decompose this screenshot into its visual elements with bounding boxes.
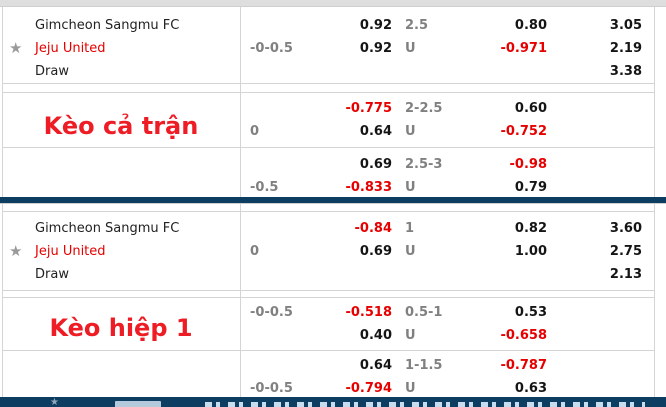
over-under-line: 1-1.5: [405, 358, 443, 373]
one-x-two-odds[interactable]: 2.19: [609, 41, 642, 56]
team-name-away[interactable]: Jeju United: [35, 41, 106, 56]
over-under-odds[interactable]: -0.971: [500, 41, 547, 56]
over-under-odds[interactable]: 1.00: [514, 243, 547, 259]
section-divider-bar: [0, 197, 666, 203]
odds-row: 0 0.64 U -0.752: [2, 120, 655, 143]
over-under-line: 2-2.5: [405, 101, 443, 116]
handicap-odds[interactable]: -0.794: [345, 381, 392, 396]
one-x-two-odds[interactable]: 3.38: [609, 64, 642, 79]
handicap-value: -0.5: [250, 179, 279, 195]
handicap-odds[interactable]: 0.40: [359, 328, 392, 343]
over-under-line: U: [405, 328, 416, 343]
handicap-value: -0-0.5: [250, 381, 293, 396]
odds-group-s1-g2: -0.775 2-2.5 0.60 0 0.64 U -0.752: [2, 92, 655, 148]
handicap-odds[interactable]: 0.92: [359, 18, 392, 33]
handicap-value: 0: [250, 243, 260, 259]
odds-row: Jeju United ★ 0 0.69 U 1.00 2.75: [2, 240, 655, 263]
one-x-two-odds[interactable]: 2.75: [609, 243, 642, 259]
footer-bar: ★: [0, 397, 666, 407]
one-x-two-odds[interactable]: 3.60: [609, 220, 642, 236]
handicap-odds[interactable]: -0.84: [354, 220, 392, 236]
over-under-line: U: [405, 41, 416, 56]
odds-row: -0-0.5 -0.518 0.5-1 0.53: [2, 301, 655, 324]
footer-flag-chip: [115, 401, 161, 407]
team-name-draw[interactable]: Draw: [35, 266, 69, 282]
over-under-odds[interactable]: -0.98: [509, 156, 547, 172]
one-x-two-odds[interactable]: 2.13: [609, 266, 642, 282]
top-strip: [0, 0, 666, 7]
handicap-odds[interactable]: -0.518: [345, 305, 392, 320]
over-under-odds[interactable]: 0.80: [514, 18, 547, 33]
handicap-odds[interactable]: 0.69: [359, 156, 392, 172]
over-under-line: 2.5: [405, 18, 429, 33]
over-under-odds[interactable]: -0.752: [500, 124, 547, 139]
handicap-odds[interactable]: 0.69: [359, 243, 392, 259]
over-under-odds[interactable]: 0.82: [514, 220, 547, 236]
favorite-star-icon[interactable]: ★: [9, 241, 23, 260]
odds-row: Gimcheon Sangmu FC -0.84 1 0.82 3.60: [2, 217, 655, 240]
odds-row: 0.69 2.5-3 -0.98: [2, 153, 655, 176]
over-under-line: 2.5-3: [405, 156, 443, 172]
over-under-line: U: [405, 124, 416, 139]
odds-row: -0.5 -0.833 U 0.79: [2, 176, 655, 199]
over-under-line: 1: [405, 220, 415, 236]
over-under-line: U: [405, 243, 416, 259]
odds-group-s1-g3: 0.69 2.5-3 -0.98 -0.5 -0.833 U 0.79: [2, 148, 655, 204]
odds-row: -0-0.5 -0.794 U 0.63: [2, 377, 655, 400]
odds-table: Gimcheon Sangmu FC 0.92 2.5 0.80 3.05 Jeju Un…: [2, 7, 655, 404]
odds-group-s2-g1: Gimcheon Sangmu FC -0.84 1 0.82 3.60 Jeju Uni…: [2, 211, 655, 291]
footer-star-icon: ★: [50, 397, 59, 407]
handicap-odds[interactable]: 0.92: [359, 41, 392, 56]
handicap-value: -0-0.5: [250, 305, 293, 320]
handicap-odds[interactable]: -0.775: [345, 101, 392, 116]
over-under-odds[interactable]: 0.63: [514, 381, 547, 396]
section-label-first-half: Kèo hiệp 1: [49, 314, 193, 342]
odds-row: 0.40 U -0.658: [2, 324, 655, 347]
team-name-home[interactable]: Gimcheon Sangmu FC: [35, 220, 180, 236]
handicap-value: -0-0.5: [250, 41, 293, 56]
odds-group-s1-g1: Gimcheon Sangmu FC 0.92 2.5 0.80 3.05 Jeju Un…: [2, 14, 655, 84]
odds-row: Draw 3.38: [2, 60, 655, 83]
over-under-odds[interactable]: 0.60: [514, 101, 547, 116]
over-under-odds[interactable]: -0.658: [500, 328, 547, 343]
odds-row: 0.64 1-1.5 -0.787: [2, 354, 655, 377]
handicap-value: 0: [250, 124, 260, 139]
odds-group-s2-g2: -0-0.5 -0.518 0.5-1 0.53 0.40 U -0.658: [2, 297, 655, 351]
footer-clipped-text: [205, 402, 645, 407]
handicap-odds[interactable]: 0.64: [359, 358, 392, 373]
over-under-odds[interactable]: 0.53: [514, 305, 547, 320]
odds-row: Draw 2.13: [2, 263, 655, 286]
odds-row: Gimcheon Sangmu FC 0.92 2.5 0.80 3.05: [2, 14, 655, 37]
one-x-two-odds[interactable]: 3.05: [609, 18, 642, 33]
over-under-odds[interactable]: -0.787: [500, 358, 547, 373]
team-name-draw[interactable]: Draw: [35, 64, 69, 79]
favorite-star-icon[interactable]: ★: [9, 39, 23, 57]
team-name-away[interactable]: Jeju United: [35, 243, 106, 259]
handicap-odds[interactable]: 0.64: [359, 124, 392, 139]
section-label-full-match: Kèo cả trận: [43, 112, 199, 140]
over-under-odds[interactable]: 0.79: [514, 179, 547, 195]
handicap-odds[interactable]: -0.833: [345, 179, 392, 195]
over-under-line: U: [405, 381, 416, 396]
over-under-line: U: [405, 179, 416, 195]
odds-row: Jeju United ★ -0-0.5 0.92 U -0.971 2.19: [2, 37, 655, 60]
team-name-home[interactable]: Gimcheon Sangmu FC: [35, 18, 180, 33]
odds-row: -0.775 2-2.5 0.60: [2, 97, 655, 120]
over-under-line: 0.5-1: [405, 305, 443, 320]
